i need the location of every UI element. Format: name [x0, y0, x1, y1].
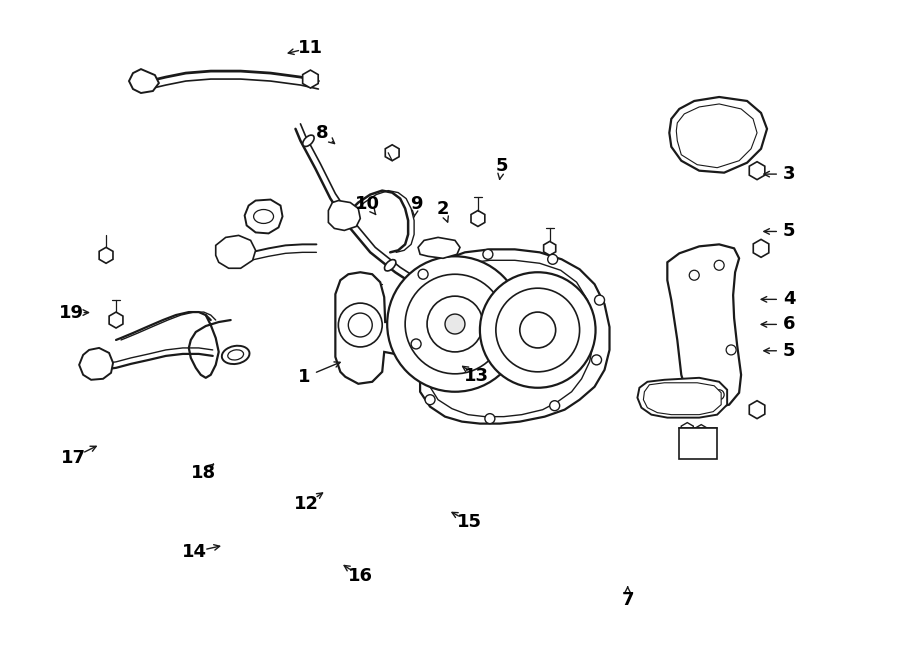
- Polygon shape: [99, 248, 113, 263]
- Polygon shape: [683, 440, 696, 455]
- Circle shape: [480, 272, 596, 388]
- Circle shape: [405, 274, 505, 374]
- Circle shape: [387, 256, 523, 392]
- Polygon shape: [544, 242, 555, 256]
- Polygon shape: [676, 104, 757, 167]
- Circle shape: [689, 270, 699, 280]
- Circle shape: [411, 339, 421, 349]
- Text: 8: 8: [316, 124, 328, 142]
- Text: 5: 5: [496, 157, 508, 175]
- Text: 2: 2: [436, 200, 449, 218]
- Polygon shape: [413, 250, 609, 424]
- Circle shape: [418, 269, 428, 279]
- Text: 3: 3: [783, 165, 796, 183]
- Circle shape: [425, 395, 435, 404]
- Polygon shape: [438, 280, 452, 296]
- Ellipse shape: [384, 260, 396, 271]
- Text: 1: 1: [299, 368, 310, 386]
- Circle shape: [485, 414, 495, 424]
- Text: 4: 4: [783, 291, 796, 308]
- Circle shape: [550, 401, 560, 410]
- Polygon shape: [680, 428, 717, 459]
- Circle shape: [338, 303, 382, 347]
- Circle shape: [715, 260, 724, 270]
- Circle shape: [715, 390, 724, 400]
- Text: 17: 17: [60, 449, 86, 467]
- Text: 16: 16: [347, 567, 373, 585]
- Polygon shape: [328, 201, 360, 230]
- Polygon shape: [471, 211, 485, 226]
- Polygon shape: [421, 260, 594, 416]
- Polygon shape: [336, 272, 410, 384]
- Ellipse shape: [228, 350, 244, 360]
- Polygon shape: [216, 236, 256, 268]
- Polygon shape: [750, 162, 765, 179]
- Text: 6: 6: [783, 315, 796, 334]
- Polygon shape: [644, 383, 721, 414]
- Text: 15: 15: [457, 513, 482, 531]
- Ellipse shape: [477, 313, 517, 341]
- Polygon shape: [109, 312, 123, 328]
- Polygon shape: [681, 422, 693, 436]
- Text: 11: 11: [299, 38, 323, 56]
- Ellipse shape: [254, 209, 274, 224]
- Text: 5: 5: [783, 222, 796, 240]
- Text: 10: 10: [355, 195, 380, 213]
- Ellipse shape: [302, 135, 314, 146]
- Circle shape: [520, 312, 555, 348]
- Circle shape: [548, 254, 558, 264]
- Polygon shape: [302, 70, 319, 88]
- Polygon shape: [637, 378, 727, 418]
- Ellipse shape: [221, 346, 249, 364]
- Polygon shape: [698, 442, 709, 457]
- Text: 9: 9: [410, 195, 422, 213]
- Polygon shape: [245, 199, 283, 234]
- Text: 14: 14: [182, 543, 207, 561]
- Circle shape: [428, 296, 483, 352]
- Text: 12: 12: [294, 495, 319, 512]
- Text: 18: 18: [191, 464, 216, 482]
- Polygon shape: [667, 244, 741, 408]
- Text: 5: 5: [783, 342, 796, 359]
- Polygon shape: [418, 238, 460, 258]
- Polygon shape: [79, 348, 113, 380]
- Polygon shape: [129, 69, 159, 93]
- Circle shape: [726, 345, 736, 355]
- Circle shape: [496, 288, 580, 372]
- Circle shape: [445, 314, 465, 334]
- Polygon shape: [753, 240, 769, 258]
- Text: 13: 13: [464, 367, 490, 385]
- Circle shape: [348, 313, 373, 337]
- Circle shape: [483, 250, 493, 260]
- Text: 19: 19: [58, 304, 84, 322]
- Polygon shape: [670, 97, 767, 173]
- Polygon shape: [750, 401, 765, 418]
- Polygon shape: [494, 281, 509, 299]
- Circle shape: [595, 295, 605, 305]
- Polygon shape: [695, 424, 707, 438]
- Polygon shape: [411, 282, 425, 298]
- Text: 7: 7: [621, 591, 634, 609]
- Circle shape: [591, 355, 601, 365]
- Polygon shape: [385, 145, 399, 161]
